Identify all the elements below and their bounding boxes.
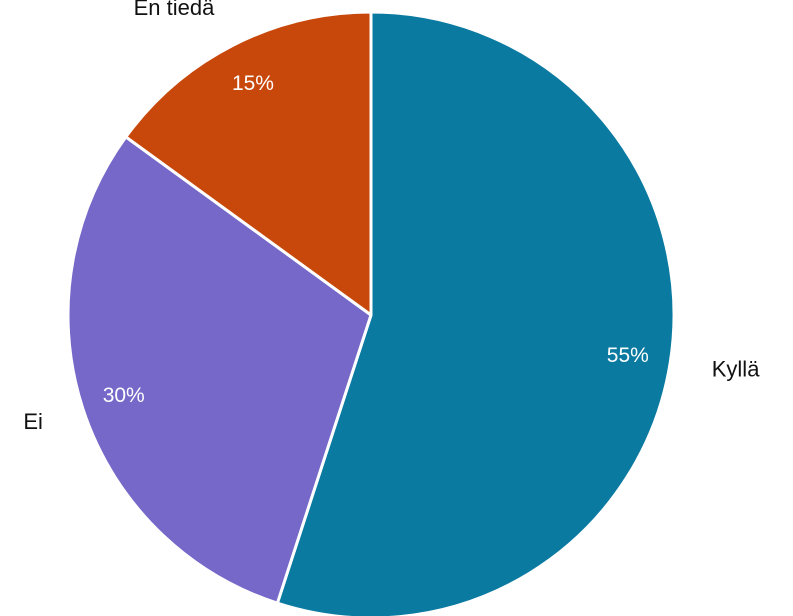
slice-category-label-kylla: Kyllä	[712, 356, 760, 381]
slice-value-label-en-tieda: 15%	[232, 72, 274, 95]
pie-slices	[66, 10, 676, 616]
slice-value-label-ei: 30%	[103, 384, 145, 407]
slice-category-label-ei: Ei	[23, 409, 43, 434]
pie-slice-ei	[66, 135, 373, 605]
pie-slice-en-tieda	[124, 10, 373, 317]
slice-category-label-en-tieda: En tiedä	[134, 0, 215, 20]
pie-slice-kylla	[275, 10, 676, 616]
slice-value-label-kylla: 55%	[607, 344, 649, 367]
pie-labels: 55% Kyllä 30% Ei 15% En tiedä	[23, 0, 760, 434]
